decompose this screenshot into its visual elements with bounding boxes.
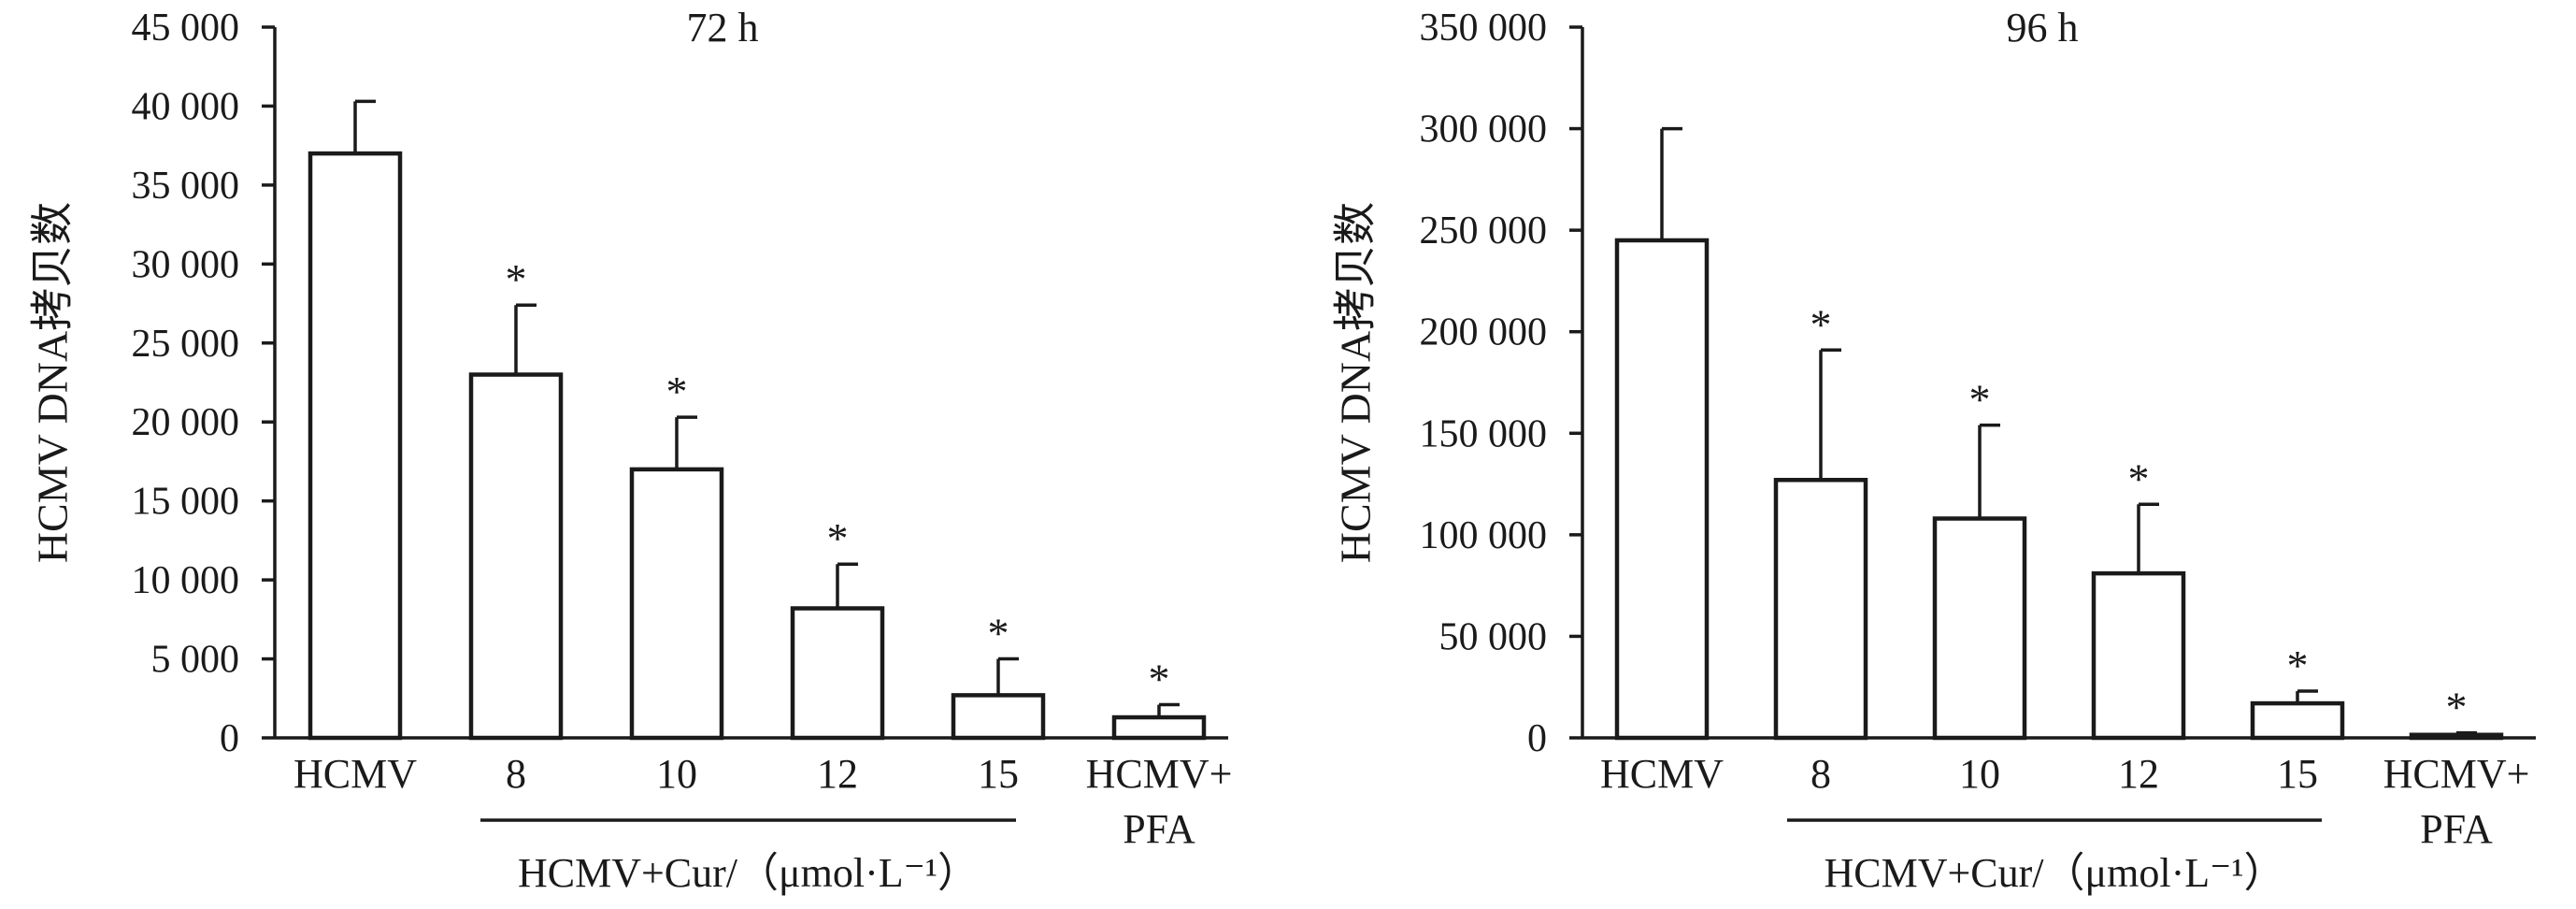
y-tick-label: 25 000 (132, 323, 240, 366)
x-category-label: HCMV+ (2383, 751, 2530, 797)
x-category-label: 8 (1810, 751, 1831, 797)
significance-marker: * (2128, 454, 2150, 502)
bar (2409, 732, 2504, 741)
y-tick-label: 45 000 (132, 7, 240, 50)
x-category-label: PFA (1123, 806, 1195, 852)
y-tick-label: 30 000 (132, 243, 240, 286)
bar (308, 151, 403, 741)
bar (1932, 516, 2027, 741)
significance-marker: * (1149, 656, 1170, 703)
group-label: HCMV+Cur/（μmol·L⁻¹） (1824, 850, 2284, 896)
y-tick-label: 350 000 (1420, 7, 1548, 50)
bar (468, 372, 564, 741)
y-tick-label: 20 000 (132, 401, 240, 444)
significance-marker: * (666, 368, 688, 415)
bar (2250, 700, 2345, 741)
x-category-label: HCMV (1600, 751, 1724, 797)
group-label: HCMV+Cur/（μmol·L⁻¹） (518, 850, 979, 896)
chart-panel-96h: 0 50 000 100 000 150 000 200 000 250 000 300 0… (1332, 5, 2536, 896)
x-category-label: 10 (656, 751, 697, 797)
y-tick-label: 100 000 (1420, 514, 1548, 557)
y-tick-label: 15 000 (132, 481, 240, 524)
y-axis-label: HCMV DNA拷贝数 (29, 202, 77, 563)
x-category-label: HCMV (293, 751, 417, 797)
x-category-label: 8 (506, 751, 526, 797)
significance-marker: * (988, 610, 1009, 657)
significance-marker: * (1810, 300, 1832, 348)
x-category-label: 10 (1959, 751, 2000, 797)
bar (1773, 477, 1868, 741)
bar (2091, 570, 2186, 741)
bar (629, 467, 724, 741)
x-category-label: 12 (2118, 751, 2159, 797)
x-category-label: 15 (2277, 751, 2318, 797)
bar (1614, 238, 1710, 741)
y-tick-label: 0 (220, 717, 239, 760)
y-tick-label: 150 000 (1420, 412, 1548, 455)
bar (951, 693, 1046, 741)
x-category-label: PFA (2420, 806, 2493, 852)
y-axis-label: HCMV DNA拷贝数 (1332, 202, 1380, 563)
significance-marker: * (2287, 642, 2309, 689)
y-tick-label: 50 000 (1439, 615, 1548, 658)
chart-panel-72h: 0 5 000 10 000 15 000 20 000 25 000 30 000 35 0… (29, 5, 1233, 896)
y-tick-label: 0 (1527, 717, 1547, 760)
x-category-label: 12 (817, 751, 858, 797)
significance-marker: * (506, 255, 527, 303)
chart-title: 96 h (2007, 5, 2079, 50)
x-category-label: 15 (978, 751, 1019, 797)
significance-marker: * (2446, 684, 2468, 731)
y-tick-label: 200 000 (1420, 311, 1548, 354)
bar (1111, 714, 1207, 741)
significance-marker: * (827, 514, 849, 562)
y-tick-label: 5 000 (151, 639, 240, 682)
y-tick-label: 300 000 (1420, 108, 1548, 152)
x-category-label: HCMV+ (1086, 751, 1233, 797)
y-tick-label: 40 000 (132, 85, 240, 128)
significance-marker: * (1969, 376, 1991, 424)
chart-title: 72 h (687, 5, 759, 50)
y-tick-label: 10 000 (132, 559, 240, 602)
y-tick-label: 35 000 (132, 165, 240, 208)
bar (790, 606, 885, 741)
y-tick-label: 250 000 (1420, 209, 1548, 252)
